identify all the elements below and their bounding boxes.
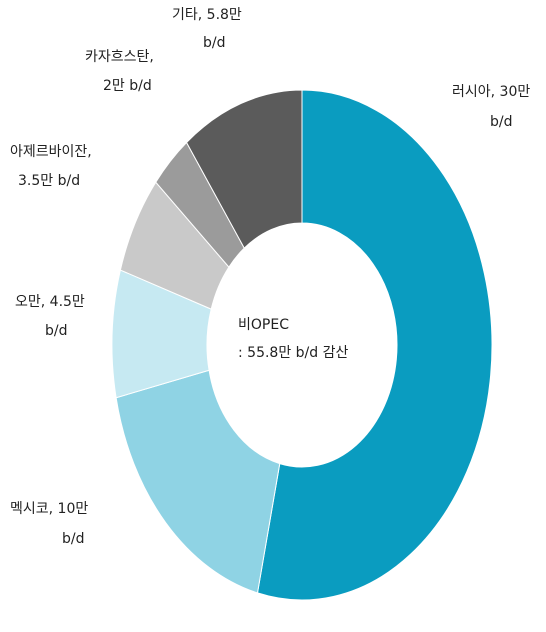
donut-slice <box>185 89 303 249</box>
slice-label: 기타, 5.8만 <box>172 7 242 23</box>
slice-label: 2만 b/d <box>103 78 152 94</box>
donut-slice <box>115 369 281 594</box>
slice-label: 3.5만 b/d <box>18 173 80 189</box>
slice-label: b/d <box>62 531 85 547</box>
slice-label: b/d <box>490 114 513 130</box>
slice-label: b/d <box>203 35 226 51</box>
donut-slice <box>256 89 493 601</box>
slice-label: 러시아, 30만 <box>452 84 530 100</box>
center-text: 비OPEC <box>238 317 289 333</box>
center-text: : 55.8만 b/d 감산 <box>238 345 348 361</box>
slice-label: 아제르바이잔, <box>10 144 92 160</box>
slice-label: 멕시코, 10만 <box>10 501 88 517</box>
slice-label: 오만, 4.5만 <box>15 294 85 310</box>
slice-label: 카자흐스탄, <box>85 49 154 65</box>
slice-label: b/d <box>45 323 68 339</box>
